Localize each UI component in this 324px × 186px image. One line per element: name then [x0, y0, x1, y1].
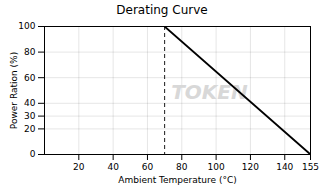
svg-text:80: 80	[176, 162, 188, 172]
svg-text:40: 40	[107, 162, 119, 172]
svg-text:20: 20	[73, 162, 85, 172]
html-text:Derating Curve: Derating Curve	[116, 3, 208, 17]
svg-text:Ambient Temperature (°C): Ambient Temperature (°C)	[118, 175, 236, 185]
svg-text:60: 60	[142, 162, 154, 172]
svg-text:30: 30	[24, 111, 36, 121]
svg-text:80: 80	[24, 47, 36, 57]
svg-text:TOKEN: TOKEN	[171, 80, 248, 104]
svg-text:0: 0	[30, 149, 36, 159]
svg-text:60: 60	[24, 73, 36, 83]
svg-text:155: 155	[302, 162, 319, 172]
svg-text:120: 120	[242, 162, 259, 172]
svg-text:100: 100	[18, 21, 35, 31]
svg-text:Power Ration (%): Power Ration (%)	[9, 52, 19, 129]
svg-text:20: 20	[24, 124, 36, 134]
svg-text:40: 40	[24, 98, 36, 108]
svg-text:100: 100	[208, 162, 225, 172]
svg-text:140: 140	[276, 162, 293, 172]
